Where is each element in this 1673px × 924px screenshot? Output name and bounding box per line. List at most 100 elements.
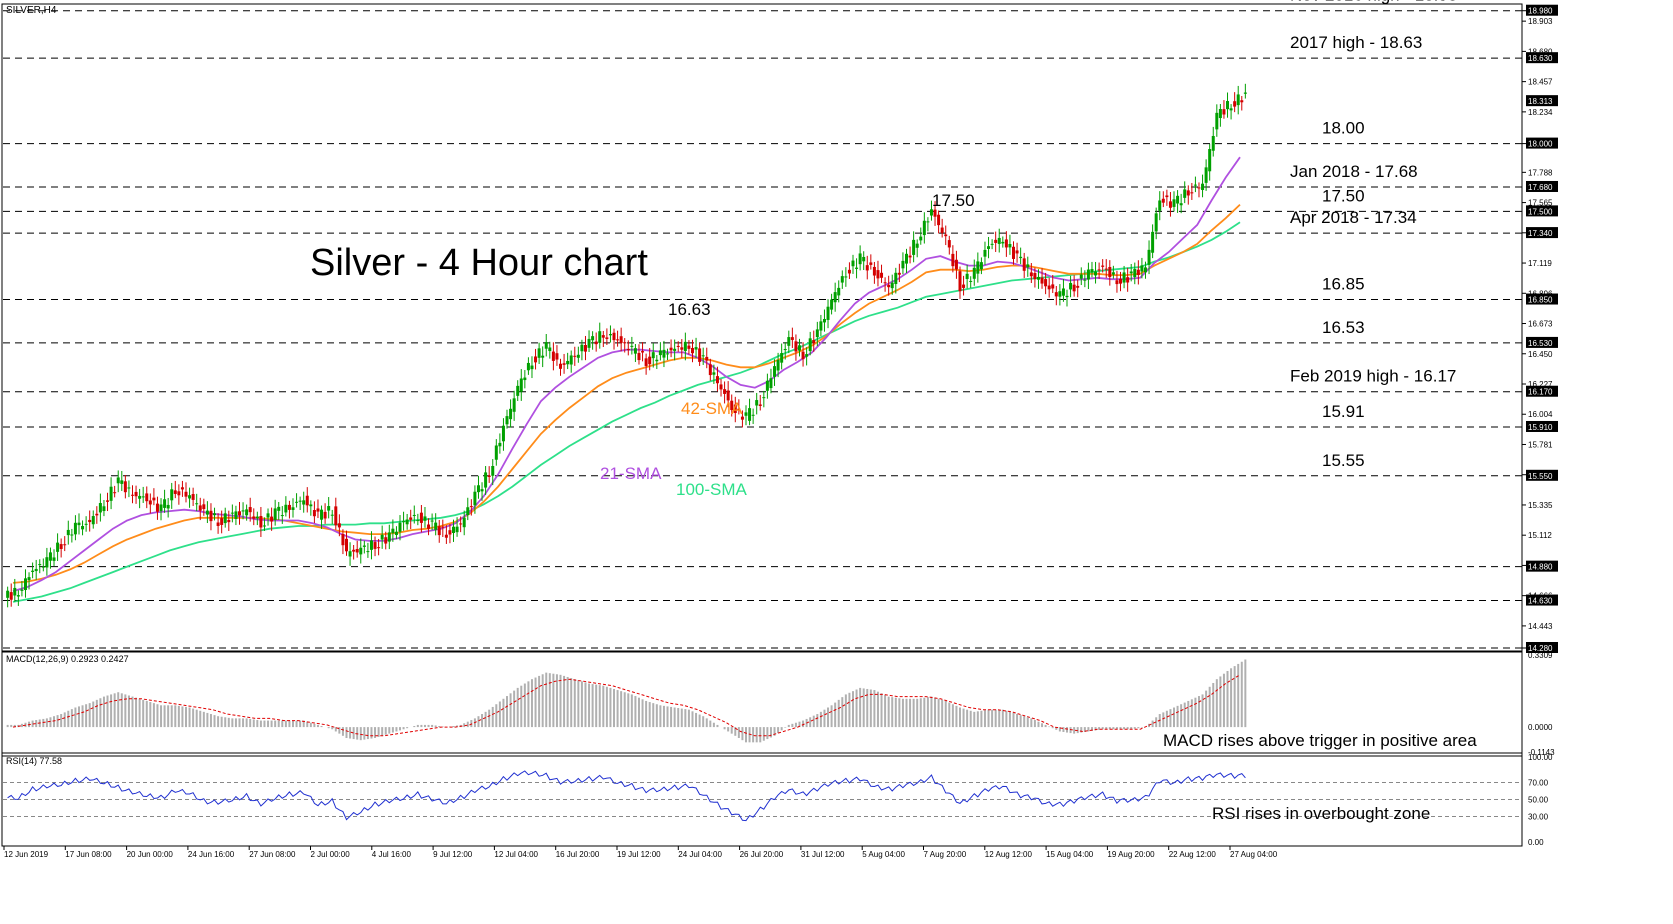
candle-body (66, 529, 70, 536)
macd-tick-label: 0.0000 (1528, 723, 1553, 732)
level-tag-label: 16.850 (1528, 296, 1553, 305)
candle-body (744, 412, 748, 416)
candle-body (1143, 267, 1147, 273)
rsi-line (7, 770, 1246, 822)
candle-body (1186, 190, 1190, 196)
candle-body (145, 493, 149, 502)
candle-body (70, 534, 74, 536)
candle-body (954, 259, 958, 270)
candle-body (1161, 198, 1165, 203)
candle-body (1108, 266, 1112, 278)
candle-body (1136, 269, 1140, 276)
level-annotation: 15.91 (1322, 402, 1365, 421)
rsi-tick-label: 0.00 (1528, 838, 1544, 847)
candle-body (77, 522, 81, 526)
time-tick-label: 9 Jul 12:00 (433, 850, 473, 859)
candle-body (580, 344, 584, 352)
candle-body (812, 340, 816, 344)
candle-body (965, 273, 969, 279)
candle-body (1079, 274, 1083, 279)
candle-body (1190, 192, 1194, 194)
candle-body (847, 269, 851, 274)
candle-body (505, 416, 509, 425)
candle-body (987, 246, 991, 249)
candle-body (701, 355, 705, 357)
level-annotation: Feb 2019 high - 16.17 (1290, 367, 1456, 386)
candle-body (666, 353, 670, 355)
candle-body (27, 577, 31, 581)
candle-body (922, 220, 926, 236)
price-tick-label: 15.781 (1528, 440, 1553, 449)
candle-body (298, 500, 302, 502)
candle-body (88, 519, 92, 523)
chart-title: Silver - 4 Hour chart (310, 242, 648, 284)
candle-body (302, 500, 306, 505)
candle-body (284, 504, 288, 513)
time-tick-label: 27 Jun 08:00 (249, 850, 296, 859)
candle-body (191, 494, 195, 500)
candle-body (723, 389, 727, 394)
time-tick-label: 27 Aug 04:00 (1230, 850, 1278, 859)
level-tag-box (1526, 227, 1558, 239)
candle-body (929, 209, 933, 216)
candle-body (669, 347, 673, 351)
candle-body (509, 408, 513, 420)
candle-body (220, 518, 224, 525)
candle-body (148, 500, 152, 505)
candle-body (962, 284, 966, 288)
candle-body (1211, 135, 1215, 151)
candle-body (687, 345, 691, 349)
candle-body (459, 523, 463, 525)
candle-body (1029, 272, 1033, 277)
price-tick-label: 15.335 (1528, 501, 1553, 510)
candle-body (648, 356, 652, 365)
candle-body (205, 510, 209, 515)
candle-body (765, 380, 769, 391)
time-tick-label: 24 Jun 16:00 (188, 850, 235, 859)
candle-body (245, 509, 249, 516)
candle-body (237, 511, 241, 516)
level-annotation: 17.50 (1322, 186, 1365, 205)
candle-body (865, 265, 869, 271)
candle-body (544, 342, 548, 349)
candle-body (797, 345, 801, 351)
candle-body (270, 516, 274, 522)
candle-body (416, 520, 420, 522)
price-tick-label: 18.903 (1528, 17, 1553, 26)
macd-tick-label: -0.1143 (1528, 748, 1555, 757)
candle-body (259, 516, 263, 528)
price-tick-label: 18.680 (1528, 47, 1553, 56)
level-tag-label: 17.500 (1528, 207, 1553, 216)
candle-body (273, 508, 277, 520)
annotation-high-1663: 16.63 (668, 300, 711, 319)
level-tag-label: 15.550 (1528, 472, 1553, 481)
candle-body (1172, 199, 1176, 207)
candle-body (559, 363, 563, 369)
candle-body (773, 366, 777, 377)
candle-body (163, 499, 167, 508)
candle-body (1040, 277, 1044, 284)
candle-body (748, 408, 752, 421)
candles (6, 83, 1247, 608)
candle-body (608, 334, 612, 336)
time-tick-label: 26 Jul 20:00 (740, 850, 784, 859)
candle-body (626, 349, 630, 351)
candle-body (134, 491, 138, 497)
candle-body (683, 341, 687, 352)
candle-body (623, 342, 627, 344)
candle-body (601, 335, 605, 338)
level-annotation: 18.00 (1322, 119, 1365, 138)
candle-body (1179, 203, 1183, 206)
time-tick-label: 16 Jul 20:00 (556, 850, 600, 859)
level-lines: Nov 2016 high - 18.98 2017 high - 18.63 18… (3, 0, 1522, 649)
candle-body (184, 491, 188, 497)
candle-body (295, 501, 299, 503)
candle-body (444, 534, 448, 538)
candle-body (555, 353, 559, 360)
candle-body (997, 237, 1001, 244)
candle-body (498, 442, 502, 447)
candle-body (1086, 269, 1090, 280)
candle-body (469, 506, 473, 508)
candle-body (462, 517, 466, 528)
candle-body (541, 355, 545, 358)
